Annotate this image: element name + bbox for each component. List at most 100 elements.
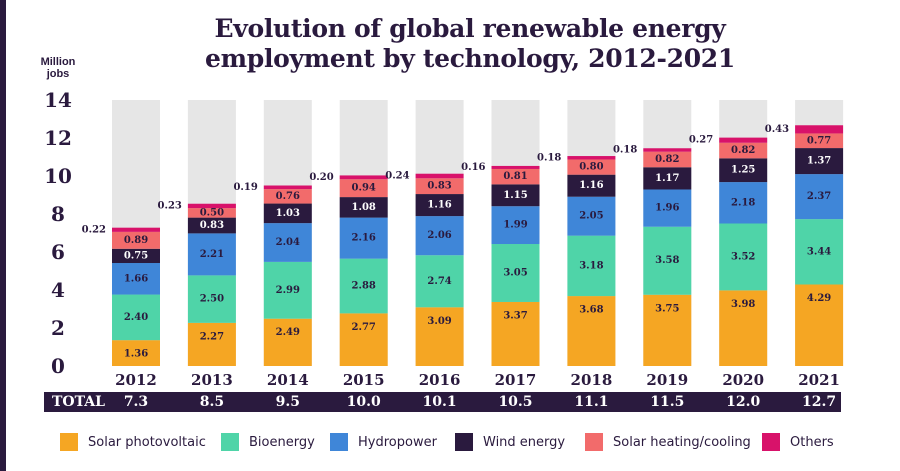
x-tick-label: 2016 bbox=[419, 371, 461, 389]
bar-segment-others bbox=[719, 137, 768, 143]
data-label-solar_heating: 0.77 bbox=[807, 135, 831, 146]
data-label-others: 0.19 bbox=[233, 182, 257, 193]
data-label-wind: 1.15 bbox=[503, 190, 527, 201]
data-label-hydropower: 1.99 bbox=[503, 220, 527, 231]
bar-segment-others bbox=[567, 156, 616, 160]
chart-title: Evolution of global renewable energy emp… bbox=[120, 14, 820, 74]
data-label-solar_heating: 0.80 bbox=[579, 162, 603, 173]
data-label-solar_pv: 4.29 bbox=[807, 293, 831, 304]
data-label-solar_heating: 0.81 bbox=[503, 171, 527, 182]
data-label-others: 0.22 bbox=[82, 224, 106, 235]
x-tick-label: 2015 bbox=[343, 371, 385, 389]
legend-swatch-others bbox=[762, 433, 780, 451]
bar-segment-bioenergy bbox=[112, 294, 160, 341]
data-label-wind: 1.03 bbox=[276, 208, 300, 219]
bar-segment-solar_pv bbox=[643, 294, 692, 366]
data-label-bioenergy: 3.44 bbox=[807, 246, 831, 257]
data-label-solar_heating: 0.83 bbox=[427, 181, 451, 192]
bar-segment-solar_heating bbox=[415, 178, 464, 195]
data-label-hydropower: 2.37 bbox=[807, 191, 831, 202]
bar-segment-bioenergy bbox=[643, 226, 692, 295]
data-label-solar_pv: 3.09 bbox=[427, 316, 451, 327]
data-label-solar_heating: 0.94 bbox=[352, 183, 376, 194]
bar-segment-others bbox=[795, 125, 844, 134]
x-tick-label: 2019 bbox=[646, 371, 688, 389]
data-label-solar_heating: 0.76 bbox=[276, 191, 300, 202]
bar-segment-others bbox=[415, 173, 464, 179]
bar-segment-others bbox=[643, 148, 692, 152]
legend-item-solar-heating: Solar heating/cooling bbox=[585, 430, 751, 454]
bar-segment-bioenergy bbox=[415, 255, 464, 308]
bar-segment-solar_heating bbox=[339, 179, 388, 198]
bar-segment-solar_pv bbox=[263, 318, 312, 366]
bar-segment-solar_heating bbox=[491, 168, 540, 185]
bar-segment-hydropower bbox=[263, 223, 312, 262]
bar-segment-hydropower bbox=[415, 216, 464, 256]
data-label-others: 0.18 bbox=[613, 144, 637, 155]
data-label-wind: 1.08 bbox=[352, 202, 376, 213]
y-tick-label: 0 bbox=[51, 354, 65, 378]
bar-segment-solar_heating bbox=[567, 159, 616, 175]
bar-segment-hydropower bbox=[339, 217, 388, 259]
legend-label-wind: Wind energy bbox=[483, 434, 566, 450]
data-label-wind: 1.37 bbox=[807, 156, 831, 167]
data-label-wind: 1.25 bbox=[731, 165, 755, 176]
legend: Solar photovoltaic Bioenergy Hydropower … bbox=[0, 430, 900, 454]
bar-segment-wind bbox=[187, 217, 236, 234]
bar-segment-solar_pv bbox=[415, 307, 464, 366]
legend-swatch-wind bbox=[455, 433, 473, 451]
data-label-bioenergy: 3.18 bbox=[579, 260, 603, 271]
x-tick-label: 2018 bbox=[571, 371, 613, 389]
bar-segment-solar_heating bbox=[112, 231, 160, 249]
total-value: 10.0 bbox=[347, 394, 381, 410]
bar-segment-bioenergy bbox=[263, 261, 312, 319]
bar-segment-others bbox=[339, 175, 388, 180]
data-label-hydropower: 1.96 bbox=[655, 203, 679, 214]
x-tick-label: 2021 bbox=[798, 371, 840, 389]
data-label-wind: 1.16 bbox=[579, 180, 603, 191]
legend-item-others: Others bbox=[762, 430, 834, 454]
legend-item-hydropower: Hydropower bbox=[330, 430, 437, 454]
bar-segment-bioenergy bbox=[339, 258, 388, 314]
total-value: 9.5 bbox=[276, 394, 300, 410]
bar-segment-solar_pv bbox=[339, 313, 388, 366]
data-label-wind: 0.75 bbox=[124, 250, 148, 261]
bar-segment-others bbox=[187, 203, 236, 209]
total-value: 12.0 bbox=[726, 394, 760, 410]
data-label-hydropower: 2.21 bbox=[200, 249, 224, 260]
data-label-bioenergy: 3.58 bbox=[655, 255, 679, 266]
bar-segment-bioenergy bbox=[187, 275, 236, 323]
y-axis-unit-label: Million jobs bbox=[36, 56, 80, 80]
legend-item-solar-pv: Solar photovoltaic bbox=[60, 430, 206, 454]
data-label-hydropower: 1.66 bbox=[124, 273, 148, 284]
data-label-hydropower: 2.04 bbox=[276, 237, 300, 248]
data-label-solar_pv: 2.49 bbox=[276, 327, 300, 338]
data-label-bioenergy: 2.74 bbox=[427, 276, 451, 287]
bar-segment-solar_pv bbox=[719, 290, 768, 366]
bar-segment-bioenergy bbox=[567, 235, 616, 297]
bar-segment-hydropower bbox=[719, 182, 768, 224]
y-tick-label: 2 bbox=[51, 316, 65, 340]
bar-segment-bioenergy bbox=[491, 244, 540, 302]
bar-segment-hydropower bbox=[795, 174, 844, 220]
data-label-wind: 1.17 bbox=[655, 173, 679, 184]
bar-segment-others bbox=[491, 165, 540, 169]
y-tick-label: 10 bbox=[44, 164, 72, 188]
data-label-others: 0.43 bbox=[765, 124, 789, 135]
bar-segment-wind bbox=[567, 174, 616, 197]
legend-swatch-hydropower bbox=[330, 433, 348, 451]
legend-swatch-solar-heating bbox=[585, 433, 603, 451]
x-tick-label: 2012 bbox=[115, 371, 157, 389]
data-label-bioenergy: 2.40 bbox=[124, 312, 148, 323]
bar-segment-wind bbox=[795, 148, 844, 175]
bar-segment-wind bbox=[415, 194, 464, 217]
data-label-solar_heating: 0.89 bbox=[124, 235, 148, 246]
data-label-solar_pv: 2.27 bbox=[200, 331, 224, 342]
data-label-bioenergy: 3.52 bbox=[731, 251, 755, 262]
y-axis-unit-line-1: Million bbox=[40, 56, 76, 68]
bar-segment-wind bbox=[719, 158, 768, 183]
total-value: 7.3 bbox=[124, 394, 148, 410]
data-label-solar_heating: 0.82 bbox=[731, 145, 755, 156]
bar-segment-hydropower bbox=[567, 196, 616, 236]
